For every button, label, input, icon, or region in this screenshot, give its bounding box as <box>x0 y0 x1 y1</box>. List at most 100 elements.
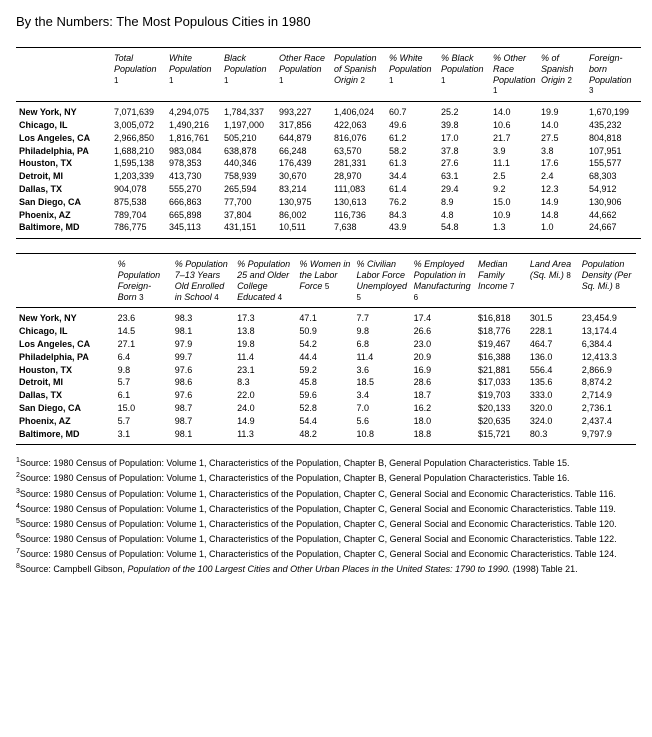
data-cell: 666,863 <box>166 196 221 209</box>
table-2: % Population Foreign-Born 3% Population … <box>16 253 636 445</box>
data-cell: 59.6 <box>296 389 353 402</box>
data-cell: 1.0 <box>538 221 586 238</box>
data-cell: 10.6 <box>490 119 538 132</box>
data-cell: 43.9 <box>386 221 438 238</box>
table-row: New York, NY23.698.317.347.17.717.4$16,8… <box>16 308 636 325</box>
table-row: Chicago, IL14.598.113.850.99.826.6$18,77… <box>16 325 636 338</box>
data-cell: 63,570 <box>331 145 386 158</box>
data-cell: 23.1 <box>234 364 296 377</box>
data-cell: 155,577 <box>586 157 641 170</box>
data-cell: 18.5 <box>353 376 410 389</box>
data-cell: 14.0 <box>538 119 586 132</box>
table-row: Phoenix, AZ789,704665,89837,80486,002116… <box>16 209 641 222</box>
data-cell: 14.9 <box>234 415 296 428</box>
city-cell: Baltimore, MD <box>16 428 115 445</box>
data-cell: 10.9 <box>490 209 538 222</box>
data-cell: 130,906 <box>586 196 641 209</box>
data-cell: 18.8 <box>411 428 475 445</box>
data-cell: 816,076 <box>331 132 386 145</box>
data-cell: 14.8 <box>538 209 586 222</box>
data-cell: 60.7 <box>386 102 438 119</box>
data-cell: 317,856 <box>276 119 331 132</box>
data-cell: 6.8 <box>353 338 410 351</box>
footnote: 3Source: 1980 Census of Population: Volu… <box>16 488 636 500</box>
table-row: Los Angeles, CA2,966,8501,816,761505,210… <box>16 132 641 145</box>
data-cell: $16,388 <box>475 351 527 364</box>
city-cell: Dallas, TX <box>16 183 111 196</box>
data-cell: 27.5 <box>538 132 586 145</box>
data-cell: 21.7 <box>490 132 538 145</box>
data-cell: 1,816,761 <box>166 132 221 145</box>
data-cell: 14.9 <box>538 196 586 209</box>
city-cell: Chicago, IL <box>16 325 115 338</box>
data-cell: 464.7 <box>527 338 579 351</box>
data-cell: 49.6 <box>386 119 438 132</box>
page-title: By the Numbers: The Most Populous Cities… <box>16 14 636 29</box>
footnote: 5Source: 1980 Census of Population: Volu… <box>16 518 636 530</box>
data-cell: 28,970 <box>331 170 386 183</box>
col-header: % Population Foreign-Born 3 <box>115 254 172 308</box>
data-cell: 301.5 <box>527 308 579 325</box>
col-header: Black Population 1 <box>221 48 276 102</box>
data-cell: 130,613 <box>331 196 386 209</box>
data-cell: 23.0 <box>411 338 475 351</box>
data-cell: 98.7 <box>172 402 234 415</box>
data-cell: 7,638 <box>331 221 386 238</box>
col-header: White Population 1 <box>166 48 221 102</box>
data-cell: 97.9 <box>172 338 234 351</box>
data-cell: 48.2 <box>296 428 353 445</box>
data-cell: 23.6 <box>115 308 172 325</box>
data-cell: 11.3 <box>234 428 296 445</box>
data-cell: 3.4 <box>353 389 410 402</box>
data-cell: 27.6 <box>438 157 490 170</box>
data-cell: 789,704 <box>111 209 166 222</box>
data-cell: 22.0 <box>234 389 296 402</box>
city-cell: New York, NY <box>16 308 115 325</box>
table-row: San Diego, CA15.098.724.052.87.016.2$20,… <box>16 402 636 415</box>
table-row: Houston, TX9.897.623.159.23.616.9$21,881… <box>16 364 636 377</box>
data-cell: 2,714.9 <box>579 389 636 402</box>
table-row: Phoenix, AZ5.798.714.954.45.618.0$20,635… <box>16 415 636 428</box>
data-cell: 2,736.1 <box>579 402 636 415</box>
data-cell: 77,700 <box>221 196 276 209</box>
city-cell: San Diego, CA <box>16 196 111 209</box>
data-cell: 2.4 <box>538 170 586 183</box>
footnote: 7Source: 1980 Census of Population: Volu… <box>16 548 636 560</box>
data-cell: 665,898 <box>166 209 221 222</box>
city-cell: Phoenix, AZ <box>16 415 115 428</box>
data-cell: 47.1 <box>296 308 353 325</box>
data-cell: 875,538 <box>111 196 166 209</box>
table-row: Los Angeles, CA27.197.919.854.26.823.0$1… <box>16 338 636 351</box>
data-cell: 37,804 <box>221 209 276 222</box>
data-cell: $20,635 <box>475 415 527 428</box>
data-cell: 6.1 <box>115 389 172 402</box>
data-cell: 3.9 <box>490 145 538 158</box>
data-cell: 136.0 <box>527 351 579 364</box>
data-cell: 1.3 <box>490 221 538 238</box>
data-cell: 18.7 <box>411 389 475 402</box>
footnote: 1Source: 1980 Census of Population: Volu… <box>16 457 636 469</box>
city-cell: Phoenix, AZ <box>16 209 111 222</box>
data-cell: 8.9 <box>438 196 490 209</box>
data-cell: 98.1 <box>172 325 234 338</box>
data-cell: 83,214 <box>276 183 331 196</box>
data-cell: 555,270 <box>166 183 221 196</box>
data-cell: 281,331 <box>331 157 386 170</box>
col-header: Foreign-born Population 3 <box>586 48 641 102</box>
data-cell: 1,203,339 <box>111 170 166 183</box>
data-cell: 14.0 <box>490 102 538 119</box>
data-cell: 26.6 <box>411 325 475 338</box>
data-cell: 116,736 <box>331 209 386 222</box>
data-cell: 320.0 <box>527 402 579 415</box>
table-1: Total Population 1White Population 1Blac… <box>16 47 641 239</box>
data-cell: $20,133 <box>475 402 527 415</box>
data-cell: 7.7 <box>353 308 410 325</box>
data-cell: 98.1 <box>172 428 234 445</box>
data-cell: 19.8 <box>234 338 296 351</box>
table-row: Philadelphia, PA6.499.711.444.411.420.9$… <box>16 351 636 364</box>
table-row: Baltimore, MD3.198.111.348.210.818.8$15,… <box>16 428 636 445</box>
city-cell: Baltimore, MD <box>16 221 111 238</box>
data-cell: 3.6 <box>353 364 410 377</box>
data-cell: 638,878 <box>221 145 276 158</box>
data-cell: 6,384.4 <box>579 338 636 351</box>
